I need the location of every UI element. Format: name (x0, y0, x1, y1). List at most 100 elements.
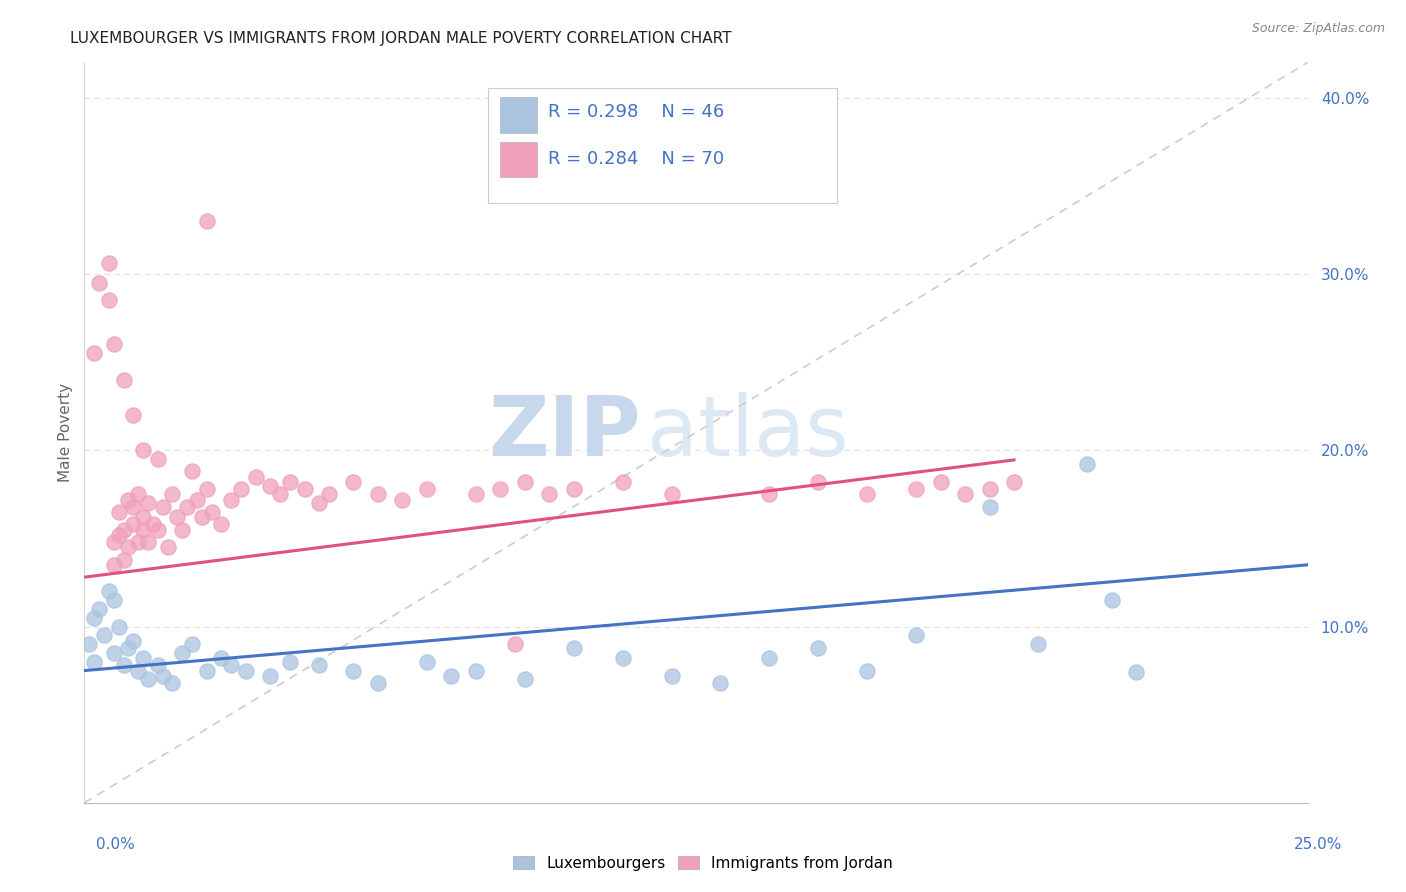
Point (132, 523, 155, 537)
Point (156, 540, 179, 554)
FancyBboxPatch shape (488, 88, 837, 203)
Point (176, 500, 198, 514)
Point (318, 487, 340, 501)
Point (503, 637, 526, 651)
Text: atlas: atlas (647, 392, 849, 473)
Point (562, 482, 585, 496)
Point (195, 482, 218, 496)
Point (103, 337, 125, 351)
Point (146, 523, 169, 537)
Point (209, 651, 232, 665)
Point (416, 482, 439, 496)
Point (117, 540, 139, 554)
Point (97, 584, 120, 599)
FancyBboxPatch shape (501, 142, 537, 178)
Point (181, 637, 204, 651)
Point (83, 346, 105, 360)
Point (122, 500, 145, 514)
Point (953, 487, 976, 501)
Point (661, 487, 683, 501)
Point (1028, 637, 1050, 651)
Point (979, 500, 1001, 514)
Point (661, 669, 683, 683)
Point (278, 655, 301, 669)
Point (186, 492, 208, 507)
Text: 0.0%: 0.0% (96, 838, 135, 852)
Text: Source: ZipAtlas.com: Source: ZipAtlas.com (1251, 22, 1385, 36)
Point (905, 628, 928, 642)
Point (87, 276, 110, 290)
FancyBboxPatch shape (501, 97, 537, 133)
Point (166, 510, 188, 524)
Point (807, 475, 830, 489)
Point (416, 655, 439, 669)
Point (112, 658, 135, 673)
Point (122, 633, 145, 648)
Text: R = 0.298    N = 46: R = 0.298 N = 46 (548, 103, 724, 121)
Point (612, 475, 634, 489)
Point (464, 487, 486, 501)
Point (612, 651, 634, 665)
Point (97, 256, 120, 270)
Point (1101, 593, 1123, 607)
Point (107, 528, 129, 542)
Point (807, 640, 830, 655)
Point (103, 646, 125, 660)
Point (538, 487, 561, 501)
Point (709, 676, 731, 690)
Point (856, 487, 879, 501)
Point (1076, 458, 1098, 472)
Point (93, 628, 115, 642)
Point (278, 475, 301, 489)
Point (235, 664, 257, 678)
Point (513, 475, 536, 489)
Point (132, 443, 155, 458)
Point (308, 496, 330, 510)
Legend: Luxembourgers, Immigrants from Jordan: Luxembourgers, Immigrants from Jordan (508, 851, 898, 875)
Point (122, 517, 145, 532)
Point (107, 505, 129, 519)
Point (1002, 475, 1025, 489)
Point (162, 676, 184, 690)
Point (162, 487, 184, 501)
Point (136, 496, 159, 510)
Point (259, 478, 281, 492)
Point (1125, 665, 1147, 680)
Point (489, 482, 512, 496)
Point (195, 664, 218, 678)
Point (117, 640, 139, 655)
Text: ZIP: ZIP (488, 392, 641, 473)
Point (77, 637, 100, 651)
Point (122, 408, 145, 422)
Y-axis label: Male Poverty: Male Poverty (58, 383, 73, 483)
Point (219, 658, 242, 673)
Point (391, 492, 413, 507)
Point (929, 475, 952, 489)
Point (136, 535, 159, 549)
Point (83, 655, 105, 669)
Point (112, 523, 135, 537)
Point (132, 651, 155, 665)
Point (294, 482, 316, 496)
Point (219, 492, 242, 507)
Point (97, 293, 120, 308)
Point (513, 673, 536, 687)
Text: 25.0%: 25.0% (1295, 838, 1343, 852)
Point (103, 535, 125, 549)
Point (259, 669, 281, 683)
Point (181, 464, 204, 478)
Text: LUXEMBOURGER VS IMMIGRANTS FROM JORDAN MALE POVERTY CORRELATION CHART: LUXEMBOURGER VS IMMIGRANTS FROM JORDAN M… (70, 31, 731, 46)
Point (342, 664, 364, 678)
Point (191, 510, 214, 524)
Point (979, 482, 1001, 496)
Point (758, 487, 780, 501)
Point (127, 664, 149, 678)
Point (152, 500, 174, 514)
Point (127, 487, 149, 501)
Point (136, 673, 159, 687)
Point (195, 214, 218, 228)
Point (146, 658, 169, 673)
Point (905, 482, 928, 496)
Point (127, 535, 149, 549)
Point (367, 676, 389, 690)
